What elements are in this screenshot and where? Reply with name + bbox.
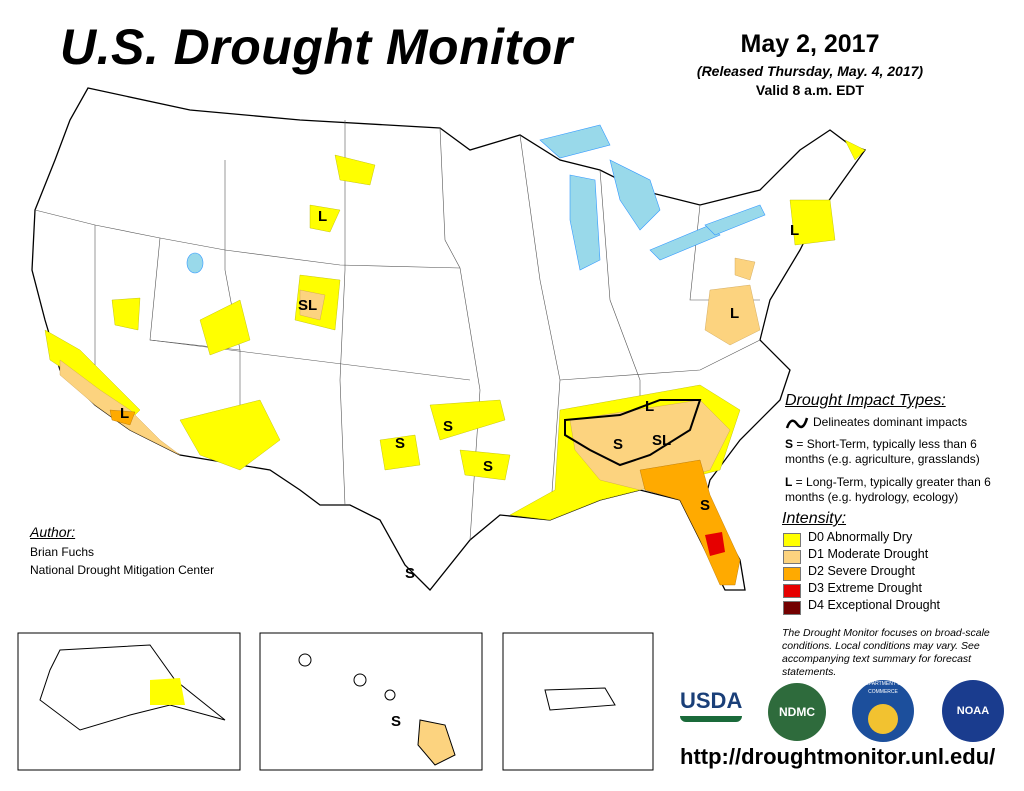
map-label: S — [443, 418, 454, 435]
impact-types-heading: Drought Impact Types: — [785, 392, 946, 409]
swatch-d2 — [783, 567, 801, 581]
drought-d3 — [705, 532, 725, 556]
author-org: National Drought Mitigation Center — [30, 563, 215, 577]
map-label: S — [391, 713, 402, 730]
map-label: S — [395, 435, 406, 452]
swatch-d1 — [783, 550, 801, 564]
author-heading: Author: — [30, 524, 76, 540]
intensity-heading: Intensity: — [782, 510, 847, 527]
inset-puerto-rico — [502, 632, 654, 771]
map-title: U.S. Drought Monitor — [60, 19, 573, 75]
map-label: S — [613, 436, 624, 453]
valid-time: Valid 8 a.m. EDT — [755, 82, 865, 98]
legend-d4: D4 Exceptional Drought — [808, 598, 941, 612]
map-label: L — [790, 222, 800, 239]
l-text: = Long-Term, typically greater than 6 mo… — [785, 475, 991, 504]
disclaimer-note: The Drought Monitor focuses on broad-sca… — [782, 627, 990, 678]
legend-d1: D1 Moderate Drought — [808, 547, 929, 561]
s-key: S — [785, 437, 794, 451]
ndmc-logo: NDMC — [768, 683, 826, 741]
map-label: S — [700, 497, 711, 514]
impact-delineates: Delineates dominant impacts — [813, 415, 968, 429]
swatch-d4 — [783, 601, 801, 615]
map-label: L — [120, 405, 130, 422]
author-name: Brian Fuchs — [30, 545, 95, 559]
map-label: SL — [298, 297, 318, 314]
legend-d3: D3 Extreme Drought — [808, 581, 922, 595]
usda-logo-text: USDA — [680, 688, 743, 713]
impact-line-icon — [785, 417, 809, 429]
map-label: L — [645, 398, 655, 415]
map-label: SL — [652, 432, 672, 449]
swatch-d3 — [783, 584, 801, 598]
usda-logo: USDA — [680, 688, 742, 738]
inset-alaska — [17, 632, 241, 771]
swatch-d0 — [783, 533, 801, 547]
website-url[interactable]: http://droughtmonitor.unl.edu/ — [680, 744, 996, 769]
inset-hawaii — [259, 632, 483, 771]
release-date: (Released Thursday, May. 4, 2017) — [696, 63, 924, 79]
legend-d2: D2 Severe Drought — [808, 564, 916, 578]
noaa-logo: NOAA — [942, 680, 1004, 742]
legend-d0: D0 Abnormally Dry — [808, 530, 913, 544]
map-label: S — [405, 565, 416, 582]
commerce-logo: DEPARTMENT OF COMMERCE — [852, 680, 914, 742]
map-label: L — [730, 305, 740, 322]
s-text: = Short-Term, typically less than 6 mont… — [785, 437, 980, 466]
map-label: L — [318, 208, 328, 225]
impact-long-term: L = Long-Term, typically greater than 6 … — [785, 475, 1015, 505]
commerce-logo-text: DEPARTMENT OF COMMERCE — [861, 681, 905, 695]
l-key: L — [785, 475, 793, 489]
impact-short-term: S = Short-Term, typically less than 6 mo… — [785, 437, 1015, 467]
map-date: May 2, 2017 — [740, 30, 880, 58]
map-label: S — [483, 458, 494, 475]
dominant-impact-boundary — [564, 399, 702, 467]
lakes — [186, 124, 766, 274]
